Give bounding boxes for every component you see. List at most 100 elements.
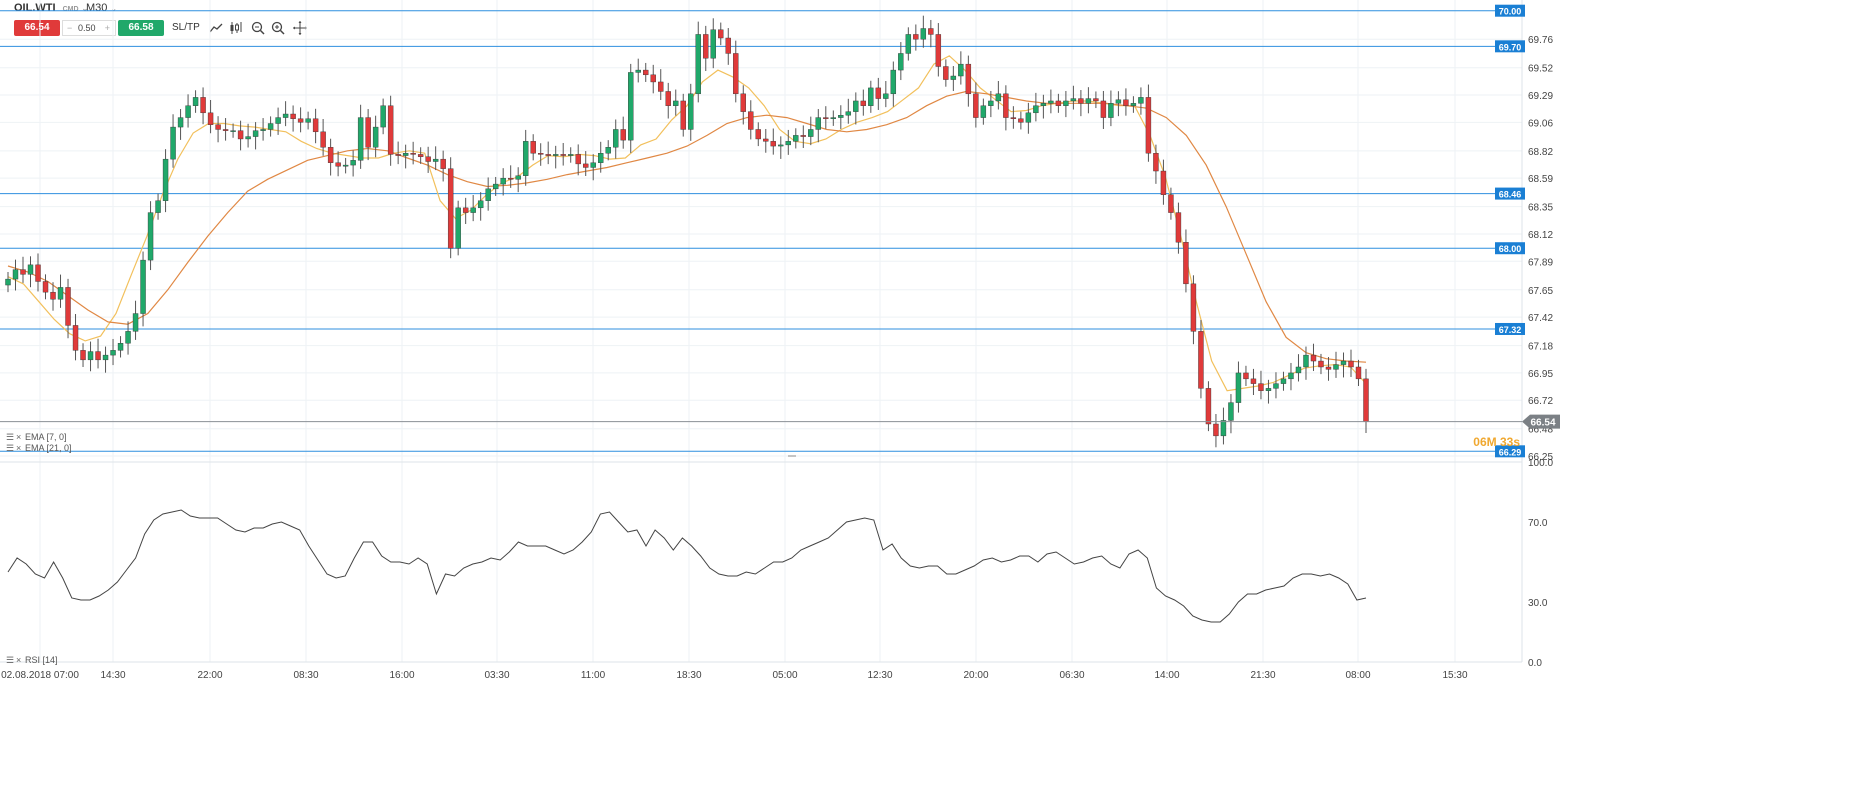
price-level-label: 67.32	[1499, 325, 1522, 335]
candle-up	[673, 100, 679, 106]
candle-down	[1100, 100, 1107, 118]
candle-down	[507, 177, 514, 180]
candle-up	[553, 154, 559, 156]
candle-up	[5, 278, 11, 286]
increase-button[interactable]: +	[104, 23, 110, 33]
candle-up	[155, 200, 161, 213]
price-tick-label: 69.52	[1528, 64, 1553, 75]
current-price-tag	[1522, 414, 1560, 429]
rsi-label: RSI [14]	[25, 655, 58, 665]
candle-up	[357, 117, 364, 161]
candle-up	[192, 97, 199, 106]
candle-up	[695, 34, 701, 95]
candle-up	[1340, 360, 1347, 365]
time-tick-label: 21:30	[1250, 670, 1275, 681]
zoom-out-icon[interactable]	[250, 20, 266, 36]
close-icon: ×	[16, 655, 21, 665]
candle-down	[650, 74, 656, 83]
candle-down	[1003, 93, 1009, 118]
candle-up	[470, 207, 476, 213]
candle-down	[1123, 99, 1129, 106]
time-tick-label: 08:30	[293, 670, 318, 681]
candle-down	[35, 264, 41, 282]
candle-up	[117, 343, 124, 351]
candle-up	[522, 141, 529, 176]
ema-7-line	[7, 55, 1367, 392]
price-tick-label: 68.12	[1528, 230, 1553, 241]
candle-up	[350, 160, 356, 166]
candle-up	[688, 93, 694, 130]
time-tick-label: 18:30	[676, 670, 701, 681]
candle-down	[1213, 423, 1219, 437]
candle-down	[1198, 331, 1204, 389]
price-tick-label: 67.42	[1528, 313, 1553, 324]
candle-down	[365, 117, 371, 148]
sltp-button[interactable]: SL/TP	[172, 22, 200, 33]
candle-down	[620, 129, 626, 141]
candle-down	[763, 138, 769, 142]
candle-up	[402, 153, 409, 156]
volume-value[interactable]: 0.50	[78, 23, 96, 33]
candle-up	[252, 130, 259, 137]
candlestick-icon[interactable]	[228, 20, 244, 36]
time-tick-label: 22:00	[197, 670, 222, 681]
candle-down	[703, 34, 709, 59]
candle-down	[1243, 372, 1249, 380]
candle-down	[1183, 242, 1189, 285]
rsi-tick-label: 0.0	[1528, 658, 1542, 669]
candle-down	[943, 66, 949, 80]
candle-up	[477, 200, 484, 209]
candle-down	[417, 154, 424, 157]
candle-up	[883, 93, 889, 99]
candle-down	[320, 131, 326, 148]
price-tick-label: 67.89	[1528, 257, 1553, 268]
candle-down	[95, 351, 101, 361]
candle-down	[1318, 360, 1324, 368]
candle-up	[815, 117, 821, 130]
candle-up	[628, 72, 634, 141]
horizontal-lines[interactable]: 70.00 69.70 68.46 68.00 67.32 66.29	[0, 4, 1525, 458]
decrease-button[interactable]: −	[67, 23, 73, 33]
candle-up	[1235, 372, 1242, 403]
chart-toolbar: OIL.WTI CMD ⌄ M30 ⌄ 66.54 − 0.50 + 66.58 S…	[0, 0, 1865, 40]
candle-down	[823, 117, 829, 119]
candle-up	[1280, 378, 1287, 384]
volume-stepper[interactable]: − 0.50 +	[62, 20, 116, 36]
buy-button[interactable]: 66.58	[118, 20, 164, 36]
candle-up	[132, 313, 139, 332]
price-level-tag	[1495, 40, 1525, 53]
candle-down	[207, 112, 214, 125]
candle-up	[830, 117, 837, 119]
candle-up	[110, 350, 116, 356]
sell-button[interactable]: 66.54	[14, 20, 60, 36]
candle-down	[237, 130, 244, 140]
candle-up	[635, 69, 641, 73]
candle-up	[868, 87, 874, 106]
price-level-label: 66.29	[1499, 447, 1522, 457]
candle-down	[748, 111, 754, 130]
candle-down	[1153, 153, 1159, 172]
candle-down	[297, 118, 304, 123]
candle-up	[920, 28, 927, 40]
candle-up	[598, 153, 604, 163]
candle-up	[372, 126, 379, 148]
candle-up	[853, 100, 859, 112]
time-tick-label: 16:00	[389, 670, 414, 681]
candle-up	[282, 113, 289, 118]
candle-up	[1138, 97, 1144, 104]
time-tick-label: 15:30	[1442, 670, 1467, 681]
candle-up	[485, 188, 491, 201]
candle-up	[230, 130, 236, 132]
candle-down	[42, 281, 49, 293]
candle-down	[658, 81, 664, 92]
zoom-in-icon[interactable]	[270, 20, 286, 36]
rsi-tick-label: 100.0	[1528, 458, 1553, 469]
price-level-tag	[1495, 187, 1525, 200]
line-chart-icon[interactable]	[208, 20, 224, 36]
price-level-label: 68.00	[1499, 244, 1522, 254]
candle-up	[342, 164, 349, 167]
menu-icon: ☰	[6, 443, 14, 453]
time-tick-label: 06:30	[1059, 670, 1084, 681]
candle-up	[267, 123, 274, 130]
